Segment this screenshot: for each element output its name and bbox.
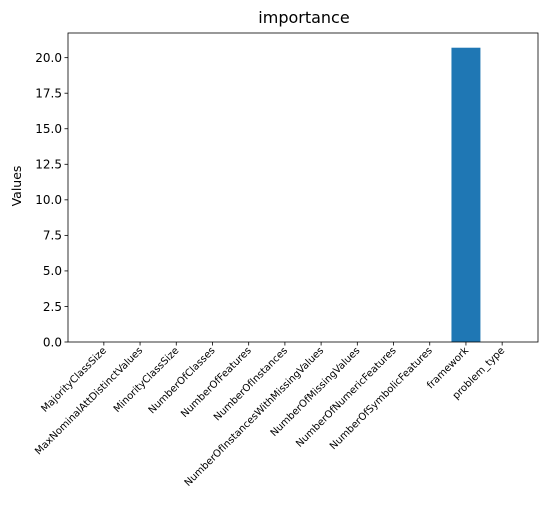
y-tick-label: 10.0 [35,193,62,207]
axes-frame [67,32,539,343]
y-tick-label: 0.0 [43,335,62,349]
y-tick-label: 12.5 [35,158,62,172]
x-tick-label: MinorityClassSize [112,345,182,415]
x-tick-label: MajorityClassSize [40,345,109,414]
plot-area: 0.0 2.5 5.0 7.5 10.0 12.5 15.0 17.5 20.0 Majority… [33,32,539,489]
y-tick-label: 7.5 [43,229,62,243]
x-tick-label: NumberOfInstancesWithMissingValues [183,345,327,489]
y-tick-label: 5.0 [43,264,62,278]
y-tick-label: 20.0 [35,51,62,65]
y-axis-label: Values [9,166,24,207]
y-tick-label: 17.5 [35,87,62,101]
y-tick-label: 15.0 [35,122,62,136]
bar-framework [451,47,481,342]
chart-title: importance [258,8,349,27]
x-tick-label: NumberOfFeatures [179,345,254,420]
y-tick-label: 2.5 [43,300,62,314]
x-tick-label: NumberOfClasses [147,345,218,416]
